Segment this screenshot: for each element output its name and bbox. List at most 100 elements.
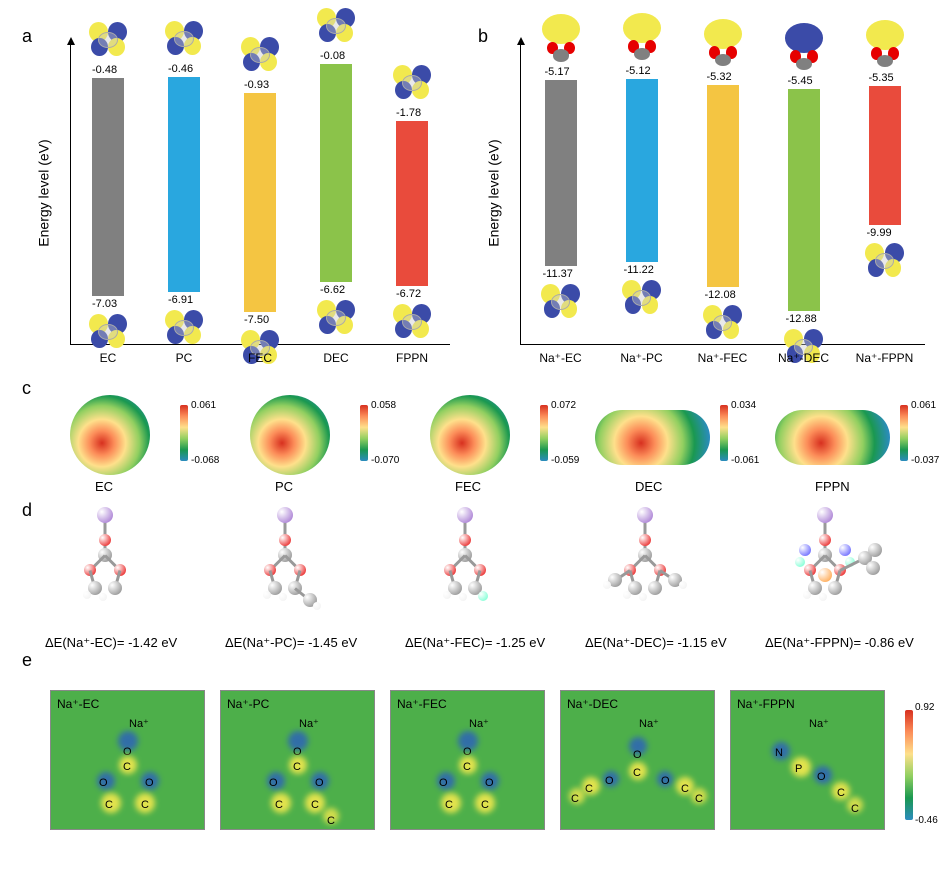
atom-c: C <box>445 799 453 811</box>
atom-c: C <box>123 761 131 773</box>
esp-colorbar <box>540 405 548 461</box>
atom-c: C <box>571 793 579 805</box>
orbital-icon <box>696 19 751 69</box>
atom-icon <box>828 581 842 595</box>
homo-value: -6.62 <box>320 284 345 296</box>
atom-o: O <box>269 777 278 789</box>
cb-max: 0.034 <box>731 400 756 411</box>
cb-max: 0.92 <box>915 702 934 713</box>
atom-icon <box>478 591 488 601</box>
energy-bar <box>869 86 901 225</box>
cb-min: -0.061 <box>731 455 759 466</box>
x-tick-label: EC <box>83 351 133 365</box>
energy-bar <box>168 77 200 292</box>
x-tick-label: FPPN <box>387 351 437 365</box>
atom-icon <box>818 568 832 582</box>
atom-o: O <box>605 775 614 787</box>
esp-surface <box>775 410 890 465</box>
esp-surface <box>430 395 510 475</box>
atom-icon <box>99 534 111 546</box>
x-tick-label: FEC <box>235 351 285 365</box>
esp-colorbar <box>900 405 908 461</box>
energy-bar <box>788 89 820 312</box>
lumo-value: -5.12 <box>626 65 651 77</box>
cb-max: 0.058 <box>371 400 396 411</box>
atom-icon <box>459 593 467 601</box>
atom-icon <box>819 534 831 546</box>
esp-surface <box>70 395 150 475</box>
orbital-icon <box>236 35 284 75</box>
panel-a-ylabel: Energy level (eV) <box>36 139 52 246</box>
atom-icon <box>839 544 851 556</box>
lumo-value: -0.08 <box>320 50 345 62</box>
atom-c: C <box>141 799 149 811</box>
atom-c: C <box>837 787 845 799</box>
x-tick-label: Na⁺-FPPN <box>850 351 920 365</box>
panel-b-ylabel: Energy level (eV) <box>486 139 502 246</box>
atom-o: O <box>817 771 826 783</box>
energy-bar <box>545 80 577 266</box>
orbital-icon <box>160 19 208 59</box>
atom-icon <box>639 593 647 601</box>
atom-o: O <box>633 749 642 761</box>
atom-o: O <box>145 777 154 789</box>
atom-icon <box>97 507 113 523</box>
atom-icon <box>263 591 271 599</box>
panel-d-label: d <box>22 500 32 521</box>
lumo-value: -0.46 <box>168 63 193 75</box>
atom-icon <box>279 534 291 546</box>
atom-c: C <box>585 783 593 795</box>
atom-icon <box>866 561 880 575</box>
slice-title: Na⁺-FPPN <box>737 697 795 711</box>
atom-icon <box>819 593 827 601</box>
atom-icon <box>108 581 122 595</box>
lumo-value: -5.17 <box>545 66 570 78</box>
molecule-name: EC <box>95 479 113 494</box>
atom-o: O <box>315 777 324 789</box>
energy-bar <box>707 85 739 288</box>
atom-c: C <box>293 761 301 773</box>
orbital-icon <box>84 20 132 60</box>
atom-icon <box>637 507 653 523</box>
cb-min: -0.068 <box>191 455 219 466</box>
homo-value: -12.88 <box>786 313 817 325</box>
orbital-icon <box>615 13 670 63</box>
cb-max: 0.072 <box>551 400 576 411</box>
orbital-icon <box>388 63 436 103</box>
esp-surface <box>250 395 330 475</box>
atom-o: O <box>485 777 494 789</box>
molecule-name: PC <box>275 479 293 494</box>
density-slice: Na⁺-PCNa⁺OCOOCCC <box>220 690 375 830</box>
atom-icon <box>457 507 473 523</box>
orbital-icon <box>160 308 208 348</box>
atom-c: C <box>105 799 113 811</box>
atom-icon <box>799 544 811 556</box>
orbital-icon <box>312 6 360 46</box>
atom-icon <box>795 557 805 567</box>
panel-a-label: a <box>22 26 32 47</box>
panel-e-colorbar <box>905 710 913 820</box>
x-tick-label: Na⁺-EC <box>526 351 596 365</box>
cb-min: -0.059 <box>551 455 579 466</box>
panel-b-label: b <box>478 26 488 47</box>
slice-title: Na⁺-EC <box>57 697 99 711</box>
atom-o: O <box>439 777 448 789</box>
atom-icon <box>99 593 107 601</box>
orbital-icon <box>534 14 589 64</box>
esp-surface <box>595 410 710 465</box>
homo-value: -12.08 <box>705 289 736 301</box>
x-tick-label: PC <box>159 351 209 365</box>
atom-icon <box>803 591 811 599</box>
binding-energy: ΔE(Na⁺-FPPN)= -0.86 eV <box>765 635 914 651</box>
binding-energy: ΔE(Na⁺-EC)= -1.42 eV <box>45 635 177 651</box>
slice-title: Na⁺-PC <box>227 697 269 711</box>
orbital-icon <box>312 298 360 338</box>
atom-c: C <box>695 793 703 805</box>
atom-icon <box>868 543 882 557</box>
lumo-value: -5.45 <box>788 75 813 87</box>
lumo-value: -5.32 <box>707 71 732 83</box>
lumo-value: -1.78 <box>396 107 421 119</box>
atom-c: C <box>311 799 319 811</box>
esp-colorbar <box>180 405 188 461</box>
atom-icon <box>279 593 287 601</box>
